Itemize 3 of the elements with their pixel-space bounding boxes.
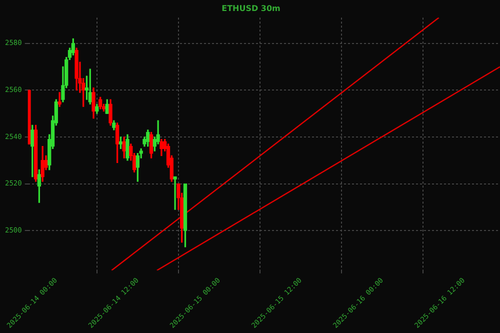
- candlestick: [58, 92, 62, 107]
- candlestick: [173, 176, 177, 210]
- chart-title: ETHUSD 30m: [222, 4, 280, 13]
